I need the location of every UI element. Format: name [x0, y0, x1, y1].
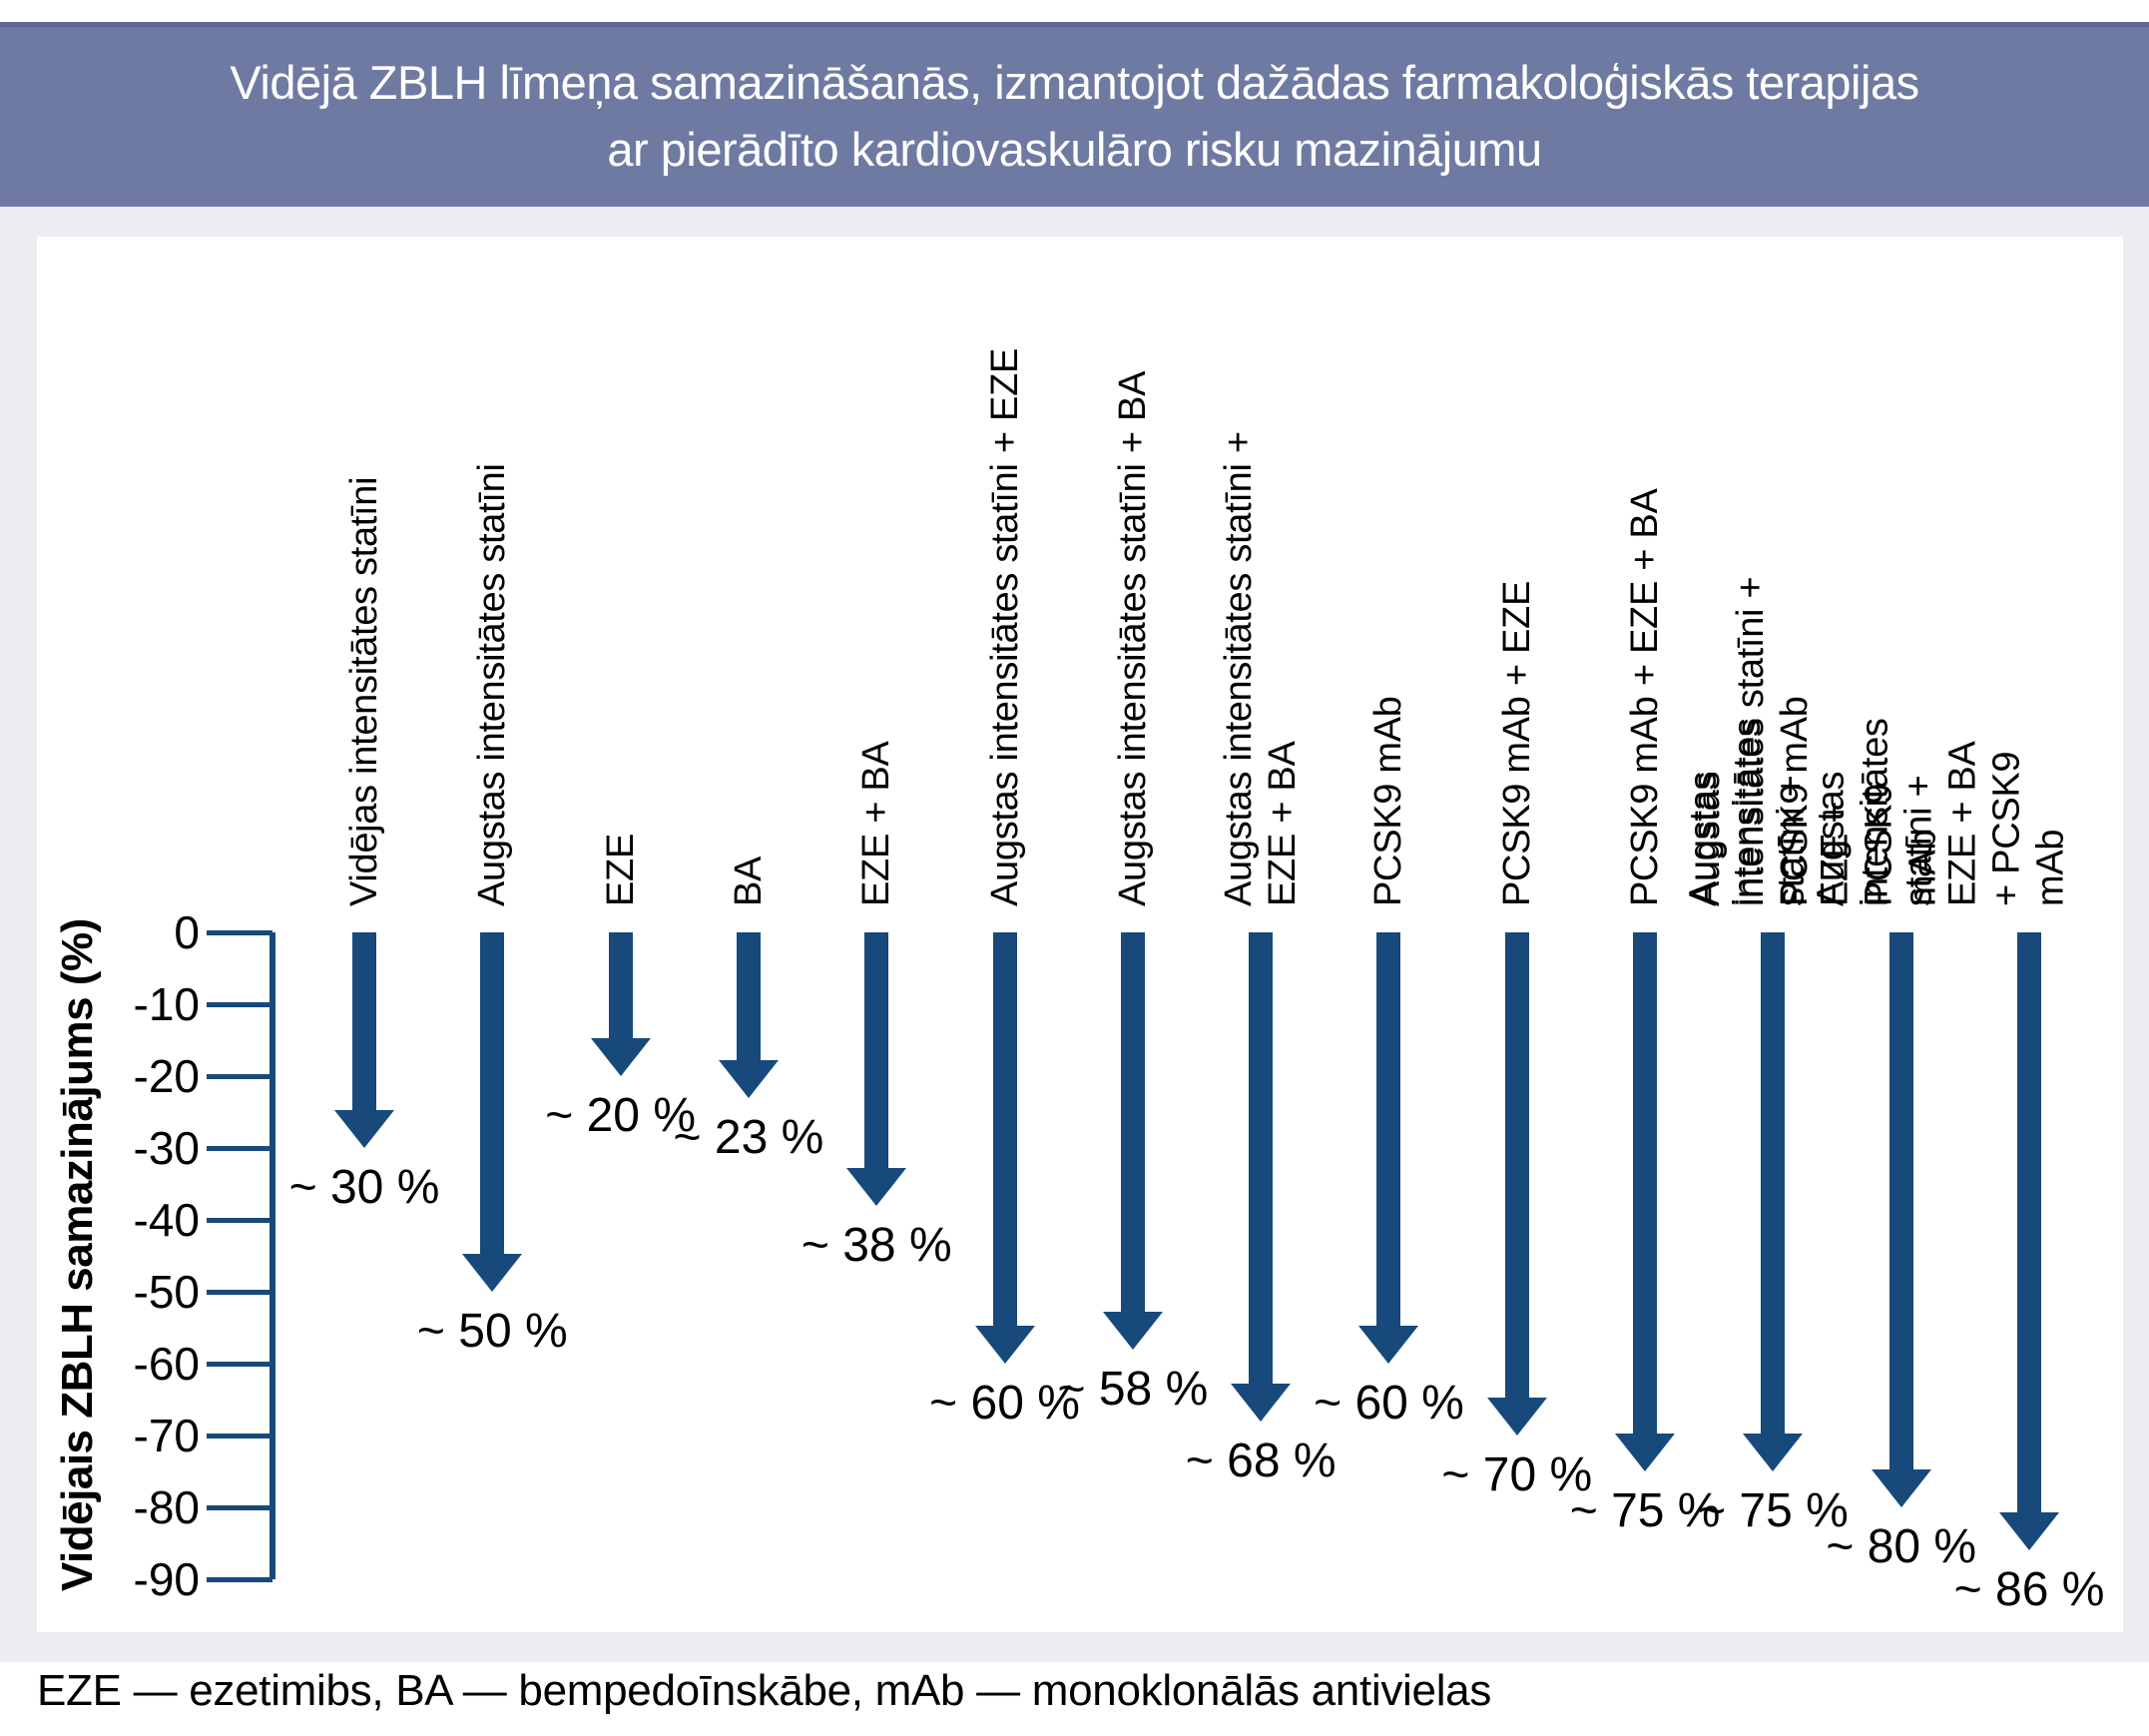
y-axis-tick-label: -80 [133, 1481, 200, 1533]
y-axis-tick [207, 1073, 272, 1079]
arrow-head-icon [462, 1254, 523, 1292]
arrow-stem [1504, 932, 1529, 1398]
value-label: ~ 75 % [1698, 1484, 1849, 1537]
arrow-stem [736, 932, 761, 1060]
arrow-stem [480, 932, 505, 1254]
y-axis-tick [207, 1145, 272, 1151]
arrow-stem [2017, 932, 2042, 1513]
arrow-stem [1888, 932, 1913, 1469]
y-axis-tick [207, 929, 272, 935]
arrow-head-icon [1486, 1398, 1547, 1436]
arrow-stem [1249, 932, 1274, 1384]
value-label: ~ 30 % [288, 1161, 440, 1214]
arrow-stem [608, 932, 633, 1038]
footnote-abbreviations: EZE — ezetimibs, BA — bempedoīnskābe, mA… [37, 1666, 1492, 1715]
value-label: ~ 58 % [1057, 1362, 1209, 1416]
value-label: ~ 68 % [1185, 1434, 1337, 1487]
value-label: ~ 38 % [801, 1218, 952, 1272]
arrow-head-icon [1871, 1469, 1931, 1507]
arrow-head-icon [1999, 1512, 2060, 1551]
y-axis-tick [207, 1504, 272, 1510]
y-axis-tick-label: -50 [133, 1266, 200, 1318]
arrow-head-icon [1102, 1311, 1163, 1350]
arrow-stem [992, 932, 1017, 1326]
y-axis-tick-label: -30 [133, 1122, 200, 1174]
therapy-label: Augstas intensitātes statīni + EZE [983, 347, 1026, 906]
arrow-stem [864, 932, 889, 1168]
arrow-stem [1120, 932, 1145, 1312]
arrow-stem [1376, 932, 1401, 1326]
value-label: ~ 23 % [673, 1110, 824, 1164]
arrow-head-icon [590, 1038, 651, 1076]
arrow-head-icon [1358, 1326, 1419, 1364]
y-axis-tick [207, 1576, 272, 1582]
therapy-label: Augstas intensitātes statīni + BA [1111, 370, 1154, 906]
value-label: ~ 60 % [929, 1377, 1080, 1430]
y-axis-tick-label: -90 [133, 1553, 200, 1605]
value-label: ~ 75 % [1569, 1484, 1721, 1537]
value-label: ~ 86 % [1953, 1563, 2105, 1617]
arrow-head-icon [334, 1110, 394, 1148]
y-axis-tick-label: -20 [133, 1050, 200, 1102]
arrow-head-icon [974, 1326, 1035, 1364]
chart-title-line2: ar pierādīto kardiovaskulāro risku mazin… [607, 123, 1542, 176]
y-axis-tick [207, 1361, 272, 1367]
arrow-stem [1633, 932, 1658, 1434]
arrow-stem [352, 932, 376, 1110]
arrow-stem [1761, 932, 1786, 1434]
arrow-head-icon [1743, 1434, 1804, 1471]
arrow-head-icon [1615, 1434, 1676, 1471]
y-axis-tick [207, 1289, 272, 1295]
y-axis-tick-label: -70 [133, 1410, 200, 1461]
title-bar: Vidējā ZBLH līmeņa samazināšanās, izmant… [0, 22, 2149, 207]
y-axis-tick-label: 0 [174, 906, 200, 958]
y-axis-tick-label: -10 [133, 978, 200, 1030]
therapy-label: Augstas intensitātes statīni + EZE + BA … [1810, 718, 2072, 906]
arrow-head-icon [1231, 1383, 1292, 1422]
value-label: ~ 80 % [1826, 1520, 1977, 1573]
value-label: ~ 70 % [1441, 1448, 1593, 1501]
therapy-label: Augstas intensitātes statīni + EZE + BA [1218, 431, 1305, 906]
y-axis-tick [207, 1433, 272, 1439]
therapy-label: BA [727, 856, 770, 906]
y-axis-line [269, 932, 275, 1579]
y-axis-tick [207, 1217, 272, 1223]
y-axis-tick-label: -60 [133, 1338, 200, 1390]
chart-title-line1: Vidējā ZBLH līmeņa samazināšanās, izmant… [230, 56, 1919, 110]
y-axis-tick-label: -40 [133, 1194, 200, 1246]
therapy-label: EZE + BA [855, 741, 898, 906]
value-label: ~ 50 % [416, 1305, 568, 1358]
therapy-label: EZE [599, 833, 642, 906]
therapy-label: PCSK9 mAb [1367, 696, 1410, 906]
value-label: ~ 60 % [1314, 1377, 1464, 1430]
therapy-label: Augstas intensitātes statīni [471, 463, 514, 906]
therapy-label: PCSK9 mAb + EZE [1495, 580, 1538, 906]
value-label: ~ 20 % [545, 1089, 696, 1142]
y-axis-tick [207, 1001, 272, 1007]
therapy-label: PCSK9 mAb + EZE + BA [1624, 488, 1667, 906]
arrow-head-icon [718, 1059, 779, 1098]
arrow-head-icon [846, 1167, 907, 1206]
therapy-label: Vidējas intensitātes statīni [342, 476, 385, 906]
